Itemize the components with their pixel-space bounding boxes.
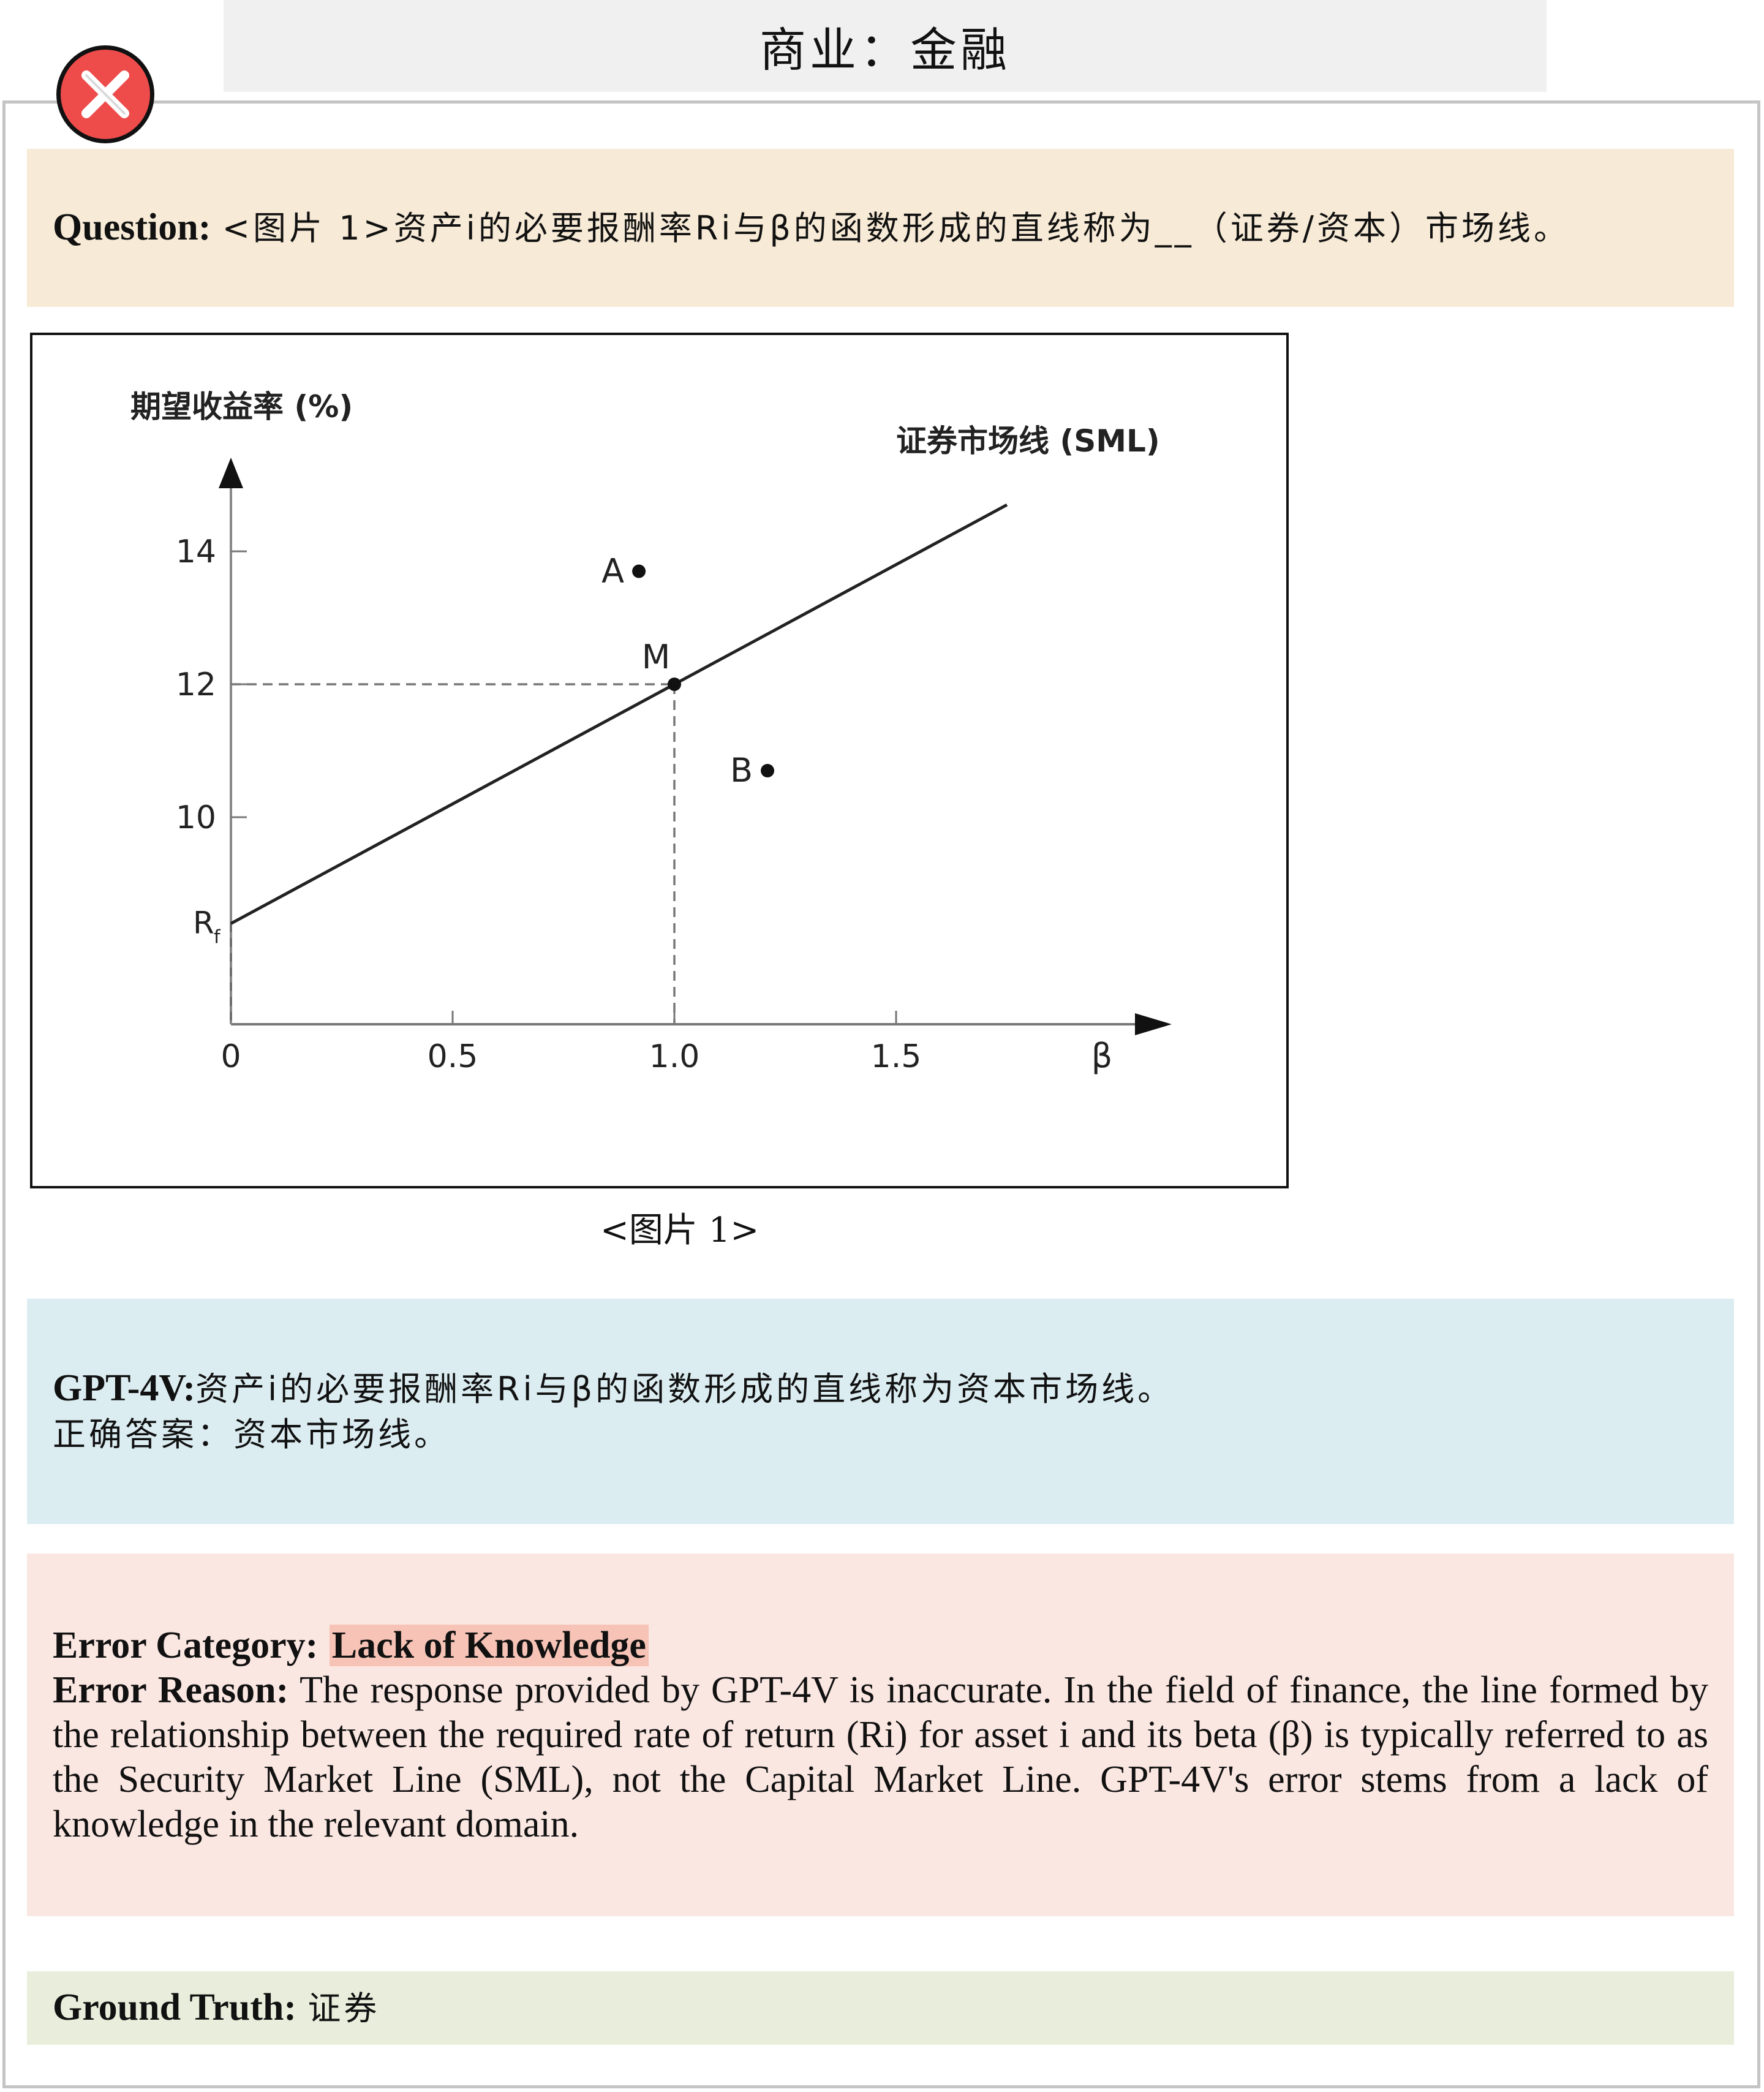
x-axis-arrow-icon [1135,1013,1172,1035]
x-tick-label: 0.5 [428,1038,478,1075]
point-a [632,564,646,578]
question-label: Question: [53,206,211,248]
point-label-m: M [642,638,671,676]
y-axis-label: 期望收益率 (%) [130,389,353,425]
x-tick-label: 1.5 [871,1038,922,1075]
sml-line [230,503,1008,925]
gpt-label: GPT-4V: [53,1367,196,1409]
rf-label: R [193,905,214,941]
figure-caption: <图片 1> [600,1210,760,1250]
point-b [761,764,775,778]
sml-label: 证券市场线 (SML) [896,423,1160,459]
y-axis-arrow-icon [219,458,243,488]
page-title: 商业：金融 [224,0,1547,92]
ground-truth-label: Ground Truth: [53,1987,296,2028]
error-reason-label: Error Reason: [53,1669,289,1711]
gpt-answer: 资产i的必要报酬率Ri与β的函数形成的直线称为资本市场线。 [195,1370,1174,1408]
x-tick-label: 0 [221,1038,241,1075]
y-tick-label: 10 [176,799,216,836]
error-box: Error Category: Lack of Knowledge Error … [27,1554,1734,1916]
ground-truth-value: 证券 [307,1989,380,2028]
figure-sml-chart: 期望收益率 (%) 证券市场线 (SML) 0 0.5 1.0 1.5 β 14 12 10 R… [30,333,1289,1188]
point-label-b: B [730,751,753,790]
close-icon [81,70,129,118]
y-tick-label: 12 [176,666,216,703]
question-box: Question: <图片 1>资产i的必要报酬率Ri与β的函数形成的直线称为_… [27,149,1734,307]
x-tick-label: 1.0 [649,1038,700,1075]
point-m [668,678,681,691]
ground-truth-box: Ground Truth: 证券 [27,1971,1734,2045]
error-badge [56,45,154,143]
gpt-final-answer: 正确答案：资本市场线。 [53,1415,450,1454]
gpt-answer-box: GPT-4V:资产i的必要报酬率Ri与β的函数形成的直线称为资本市场线。 正确答… [27,1299,1734,1524]
question-text: <图片 1>资产i的必要报酬率Ri与β的函数形成的直线称为__（证券/资本）市场… [222,209,1570,247]
error-category-value: Lack of Knowledge [329,1624,649,1666]
error-category-label: Error Category: [53,1624,318,1666]
error-reason-text: The response provided by GPT-4V is inacc… [53,1669,1708,1845]
title-text: 商业：金融 [760,23,1011,77]
x-axis-label: β [1091,1037,1112,1075]
rf-subscript: f [214,927,221,948]
sml-chart: 期望收益率 (%) 证券市场线 (SML) 0 0.5 1.0 1.5 β 14 12 10 R… [130,389,1172,1075]
point-label-a: A [601,552,624,591]
y-tick-label: 14 [176,534,216,570]
